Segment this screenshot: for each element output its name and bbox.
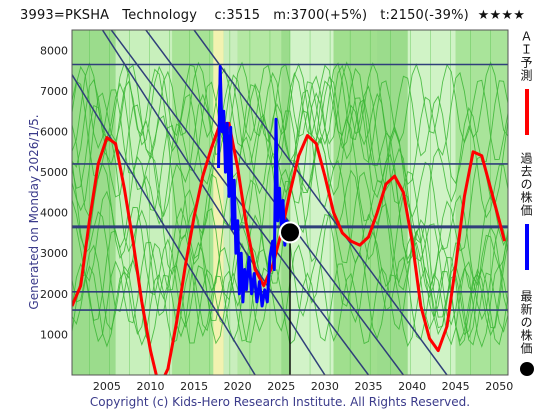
- y-tick-label: 3000: [40, 247, 68, 260]
- y-tick-label: 8000: [40, 44, 68, 57]
- trend-line: [72, 74, 256, 375]
- legend-past-price: 過去の株価: [518, 152, 535, 270]
- legend-ai-forecast-text: ＡＩ予測: [519, 30, 533, 82]
- y-tick-label: 7000: [40, 85, 68, 98]
- latest-price-point: [279, 221, 301, 244]
- legend-ai-forecast-swatch: [524, 89, 529, 135]
- legend-latest-price: 最新の株価: [518, 290, 535, 376]
- current-price: c:3515: [214, 8, 261, 23]
- y-tick-label: 4000: [40, 207, 68, 220]
- y-tick-label: 5000: [40, 166, 68, 179]
- copyright-footer: Copyright (c) Kids-Hero Research Institu…: [89, 395, 471, 409]
- sector-label: Technology: [122, 8, 198, 23]
- trend-line: [144, 30, 404, 375]
- x-tick-label: 2025: [267, 380, 295, 393]
- chart-header: 3993=PKSHA Technology c:3515 m:3700(+5%)…: [20, 8, 525, 23]
- x-tick-label: 2010: [136, 380, 164, 393]
- mid-price: m:3700(+5%): [273, 8, 368, 23]
- legend-past-price-text: 過去の株価: [519, 152, 533, 217]
- trend-line: [110, 30, 370, 375]
- y-tick-label: 2000: [40, 288, 68, 301]
- y-tick-label: 1000: [40, 328, 68, 341]
- x-tick-label: 2045: [442, 380, 470, 393]
- ticker-code: 3993=PKSHA: [20, 8, 110, 23]
- target-price: t:2150(-39%): [380, 8, 469, 23]
- ai-forecast-line: [72, 121, 506, 375]
- legend-past-price-swatch: [524, 224, 529, 270]
- plot-layer: [72, 30, 508, 375]
- legend-ai-forecast: ＡＩ予測: [518, 30, 535, 135]
- x-tick-label: 2035: [354, 380, 382, 393]
- legend-latest-price-marker: [519, 362, 534, 376]
- background-band: [213, 30, 224, 375]
- plot-frame: [71, 29, 509, 376]
- x-tick-label: 2015: [180, 380, 208, 393]
- x-tick-label: 2030: [311, 380, 339, 393]
- x-tick-label: 2020: [224, 380, 252, 393]
- past-price-line: [217, 65, 290, 308]
- legend-latest-price-text: 最新の株価: [519, 290, 533, 355]
- rating-stars: ★★★★: [477, 8, 526, 23]
- y-tick-label: 6000: [40, 125, 68, 138]
- trend-line: [101, 30, 326, 375]
- x-tick-label: 2005: [93, 380, 121, 393]
- x-tick-label: 2050: [485, 380, 513, 393]
- trend-line: [193, 30, 448, 375]
- x-tick-label: 2040: [398, 380, 426, 393]
